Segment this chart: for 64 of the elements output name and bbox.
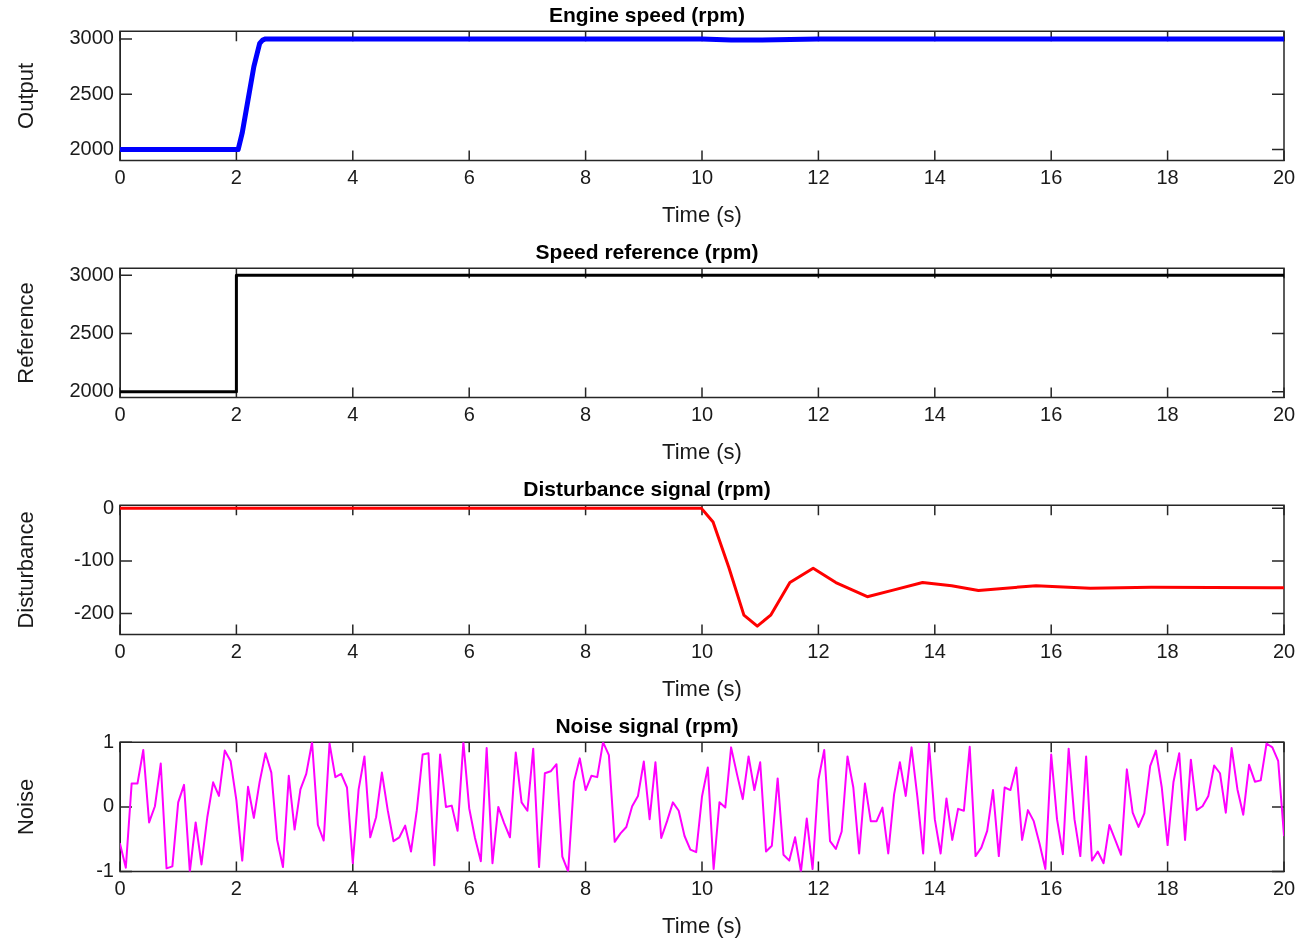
x-tick-label: 12 — [807, 166, 830, 189]
x-tick-label: 16 — [1040, 166, 1063, 189]
x-tick-label: 16 — [1040, 403, 1063, 426]
x-tick-label: 12 — [807, 640, 830, 663]
y-tick-label: -100 — [73, 548, 114, 571]
x-tick-label: 8 — [580, 877, 592, 900]
x-tick-label: 18 — [1156, 403, 1179, 426]
x-tick-label: 2 — [230, 640, 242, 663]
y-axis-title: Reference — [13, 282, 39, 384]
x-tick-label: 20 — [1272, 166, 1296, 189]
y-axis-title: Noise — [13, 778, 39, 836]
x-tick-label: 16 — [1040, 877, 1063, 900]
x-axis-title: Time (s) — [662, 201, 742, 227]
x-tick-label: 2 — [230, 877, 242, 900]
chart-title: Disturbance signal (rpm) — [523, 477, 771, 501]
y-tick-label: -1 — [96, 859, 114, 882]
x-tick-label: 12 — [807, 877, 830, 900]
y-tick-label: 1 — [102, 729, 114, 752]
x-tick-label: 4 — [347, 640, 359, 663]
x-axis-title: Time (s) — [662, 438, 742, 464]
x-tick-label: 6 — [463, 640, 475, 663]
x-tick-label: 6 — [463, 166, 475, 189]
x-tick-label: 10 — [690, 640, 714, 663]
x-tick-label: 20 — [1272, 877, 1296, 900]
x-tick-label: 20 — [1272, 403, 1296, 426]
x-tick-label: 14 — [923, 640, 946, 663]
x-axis-title: Time (s) — [662, 912, 742, 938]
x-tick-label: 8 — [580, 403, 592, 426]
x-tick-label: 4 — [347, 403, 359, 426]
chart-title: Noise signal (rpm) — [555, 714, 739, 738]
x-tick-label: 16 — [1040, 640, 1063, 663]
x-tick-label: 20 — [1272, 640, 1296, 663]
y-axis-title: Output — [13, 62, 39, 129]
x-tick-label: 18 — [1156, 877, 1179, 900]
x-tick-label: 18 — [1156, 640, 1179, 663]
x-tick-label: 6 — [463, 403, 475, 426]
x-tick-label: 12 — [807, 403, 830, 426]
y-tick-label: 0 — [102, 794, 114, 817]
x-tick-label: 18 — [1156, 166, 1179, 189]
y-tick-label: 2000 — [69, 137, 114, 160]
y-tick-label: 0 — [102, 495, 114, 518]
x-tick-label: 14 — [923, 877, 946, 900]
y-tick-label: 3000 — [69, 26, 114, 49]
y-tick-label: 2000 — [69, 379, 114, 402]
x-tick-label: 14 — [923, 403, 946, 426]
x-tick-label: 10 — [690, 877, 714, 900]
x-tick-label: 10 — [690, 403, 714, 426]
x-tick-label: 2 — [230, 166, 242, 189]
y-tick-label: 3000 — [69, 262, 114, 285]
chart-title: Speed reference (rpm) — [535, 240, 759, 264]
x-tick-label: 14 — [923, 166, 946, 189]
y-axis-title: Disturbance — [13, 511, 39, 629]
chart-title: Engine speed (rpm) — [548, 3, 746, 27]
x-tick-label: 2 — [230, 403, 242, 426]
y-tick-label: 2500 — [69, 321, 114, 343]
x-tick-label: 6 — [463, 877, 475, 900]
y-tick-label: 2500 — [69, 81, 114, 104]
x-tick-label: 10 — [690, 166, 714, 189]
x-tick-label: 8 — [580, 166, 592, 189]
x-tick-label: 4 — [347, 877, 359, 900]
x-tick-label: 4 — [347, 166, 359, 189]
x-axis-title: Time (s) — [662, 675, 742, 701]
y-tick-label: -200 — [73, 601, 114, 624]
x-tick-label: 8 — [580, 640, 592, 663]
